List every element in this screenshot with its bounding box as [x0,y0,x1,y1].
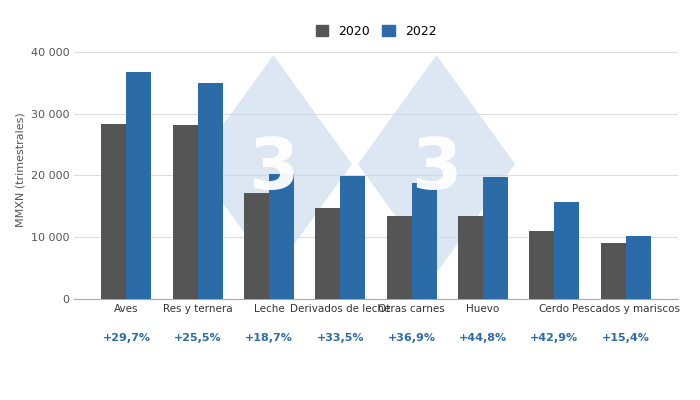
Text: +18,7%: +18,7% [245,333,293,343]
Bar [626,236,650,299]
Bar [102,124,127,299]
Bar [340,176,365,299]
Bar [458,216,483,299]
Text: +44,8%: +44,8% [459,333,507,343]
Bar [601,243,626,299]
Text: +33,5%: +33,5% [316,333,364,343]
Bar [387,216,412,299]
Text: +29,7%: +29,7% [102,333,150,343]
Polygon shape [195,55,352,273]
Polygon shape [358,55,515,273]
Bar [412,184,437,299]
Text: +36,9%: +36,9% [388,333,435,343]
Bar [269,174,294,299]
Bar [554,202,580,299]
Bar [244,193,269,299]
Legend: 2020, 2022: 2020, 2022 [311,20,442,43]
Bar [483,177,508,299]
Text: +15,4%: +15,4% [602,333,650,343]
Bar [198,83,223,299]
Text: 3: 3 [412,135,462,204]
Text: +25,5%: +25,5% [174,333,222,343]
Bar [173,126,198,299]
Bar [316,208,340,299]
Text: 3: 3 [248,135,299,204]
Bar [529,231,554,299]
Text: +42,9%: +42,9% [531,333,578,343]
Bar [127,72,151,299]
Y-axis label: MMXN (trimestrales): MMXN (trimestrales) [15,112,25,227]
